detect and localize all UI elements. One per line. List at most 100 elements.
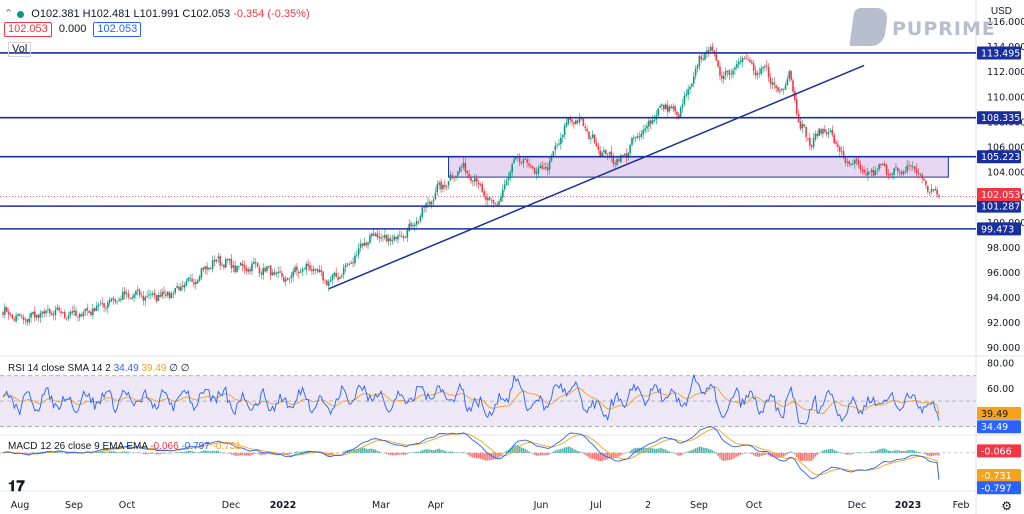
macd-histogram-bar: [122, 451, 124, 453]
macd-histogram-bar: [582, 452, 585, 454]
macd-histogram-bar: [633, 448, 635, 453]
macd-histogram-bar: [829, 448, 832, 453]
candle-body: [689, 86, 691, 90]
macd-histogram-bar: [696, 447, 699, 453]
candle-body: [582, 118, 585, 126]
sell-button[interactable]: 102.053: [4, 22, 52, 37]
macd-histogram-legend-value: -0.066: [150, 441, 179, 452]
macd-histogram-bar: [878, 449, 880, 453]
macd-histogram-bar: [737, 452, 740, 456]
macd-signal-line: [2, 428, 940, 478]
candle-body: [161, 292, 163, 297]
macd-histogram-bar: [64, 452, 66, 454]
buy-button[interactable]: 102.053: [93, 22, 142, 37]
time-tick-label: Aug: [11, 500, 30, 511]
candle-body: [466, 170, 469, 174]
candle-body: [790, 70, 792, 80]
candle-body: [80, 314, 83, 317]
candle-body: [335, 273, 338, 277]
candle-body: [891, 173, 893, 175]
high-value: 102.481: [90, 8, 131, 20]
candle-body: [822, 129, 824, 134]
candle-body: [84, 308, 87, 312]
open-value: 102.381: [39, 8, 80, 20]
volume-indicator-label[interactable]: Vol: [8, 42, 32, 57]
candle-body: [382, 236, 384, 238]
candle-body: [140, 295, 143, 297]
tradingview-logo[interactable]: 𝟏𝟕: [8, 478, 25, 495]
candle-body: [352, 262, 354, 264]
macd-histogram-bar: [719, 452, 721, 459]
time-tick-label: Sep: [690, 500, 708, 511]
candle-body: [333, 272, 336, 276]
candle-body: [318, 269, 321, 272]
macd-histogram-bar: [404, 452, 407, 455]
macd-histogram-bar: [247, 452, 249, 456]
macd-histogram-bar: [161, 452, 163, 454]
price-tick-label: 90.000: [987, 343, 1020, 354]
macd-legend[interactable]: MACD 12 26 close 9 EMA EMA -0.066 -0.797…: [8, 441, 241, 452]
candle-body: [732, 70, 734, 75]
currency-selector[interactable]: USD: [990, 6, 1012, 17]
macd-histogram-bar: [766, 452, 768, 455]
candle-body: [178, 286, 180, 291]
macd-histogram-bar: [889, 450, 892, 453]
candle-body: [767, 66, 770, 78]
candle-body: [180, 286, 182, 291]
candle-body: [97, 304, 100, 307]
candle-body: [913, 166, 916, 170]
macd-histogram-bar: [348, 449, 351, 453]
macd-histogram-bar: [202, 450, 205, 453]
macd-histogram-bar: [182, 451, 184, 453]
candle-body: [782, 89, 785, 90]
candle-body: [93, 307, 96, 312]
macd-histogram-bar: [606, 452, 609, 460]
macd-histogram-bar: [296, 451, 298, 453]
macd-histogram-bar: [563, 447, 566, 453]
collapse-chevron-icon[interactable]: ⌃: [4, 8, 14, 20]
macd-histogram-bar: [255, 452, 257, 454]
candle-body: [543, 167, 545, 169]
macd-histogram-bar: [406, 452, 409, 455]
macd-histogram-bar: [494, 452, 497, 460]
level-price-tag-text: 108.335: [981, 113, 1020, 124]
macd-histogram-bar: [421, 450, 424, 453]
macd-histogram-bar: [610, 452, 613, 459]
macd-histogram-bar: [168, 452, 171, 454]
candle-body: [659, 105, 661, 108]
macd-histogram-bar: [567, 446, 570, 453]
macd-histogram-bar: [195, 452, 197, 453]
candle-body: [421, 207, 424, 217]
candle-body: [440, 181, 442, 190]
macd-histogram-bar: [650, 448, 652, 453]
macd-histogram-bar: [831, 449, 833, 453]
candle-body: [934, 188, 937, 191]
candle-body: [95, 305, 98, 311]
candle-body: [391, 240, 394, 242]
macd-histogram-bar: [245, 452, 248, 456]
macd-histogram-bar: [642, 447, 644, 453]
macd-histogram-bar: [116, 451, 118, 453]
macd-histogram-bar: [640, 447, 643, 453]
gear-icon[interactable]: ⚙: [1001, 499, 1012, 513]
candle-body: [397, 235, 399, 240]
rsi-legend[interactable]: RSI 14 close SMA 14 2 34.49 39.49 ∅ ∅: [8, 363, 189, 374]
macd-histogram-bar: [781, 452, 783, 458]
candle-body: [384, 234, 386, 238]
candle-body: [11, 314, 14, 319]
candle-body: [26, 319, 29, 323]
candle-body: [674, 106, 676, 112]
candle-body: [558, 143, 560, 145]
macd-histogram-bar: [288, 452, 291, 455]
macd-histogram-bar: [419, 451, 422, 453]
candle-body: [436, 184, 439, 193]
candle-body: [565, 122, 568, 127]
candle-body: [563, 125, 566, 136]
candle-body: [590, 138, 592, 140]
macd-histogram-bar: [284, 452, 287, 455]
macd-histogram-bar: [608, 452, 611, 459]
candle-body: [123, 290, 126, 295]
candle-body: [223, 264, 225, 268]
macd-histogram-bar: [215, 450, 218, 453]
